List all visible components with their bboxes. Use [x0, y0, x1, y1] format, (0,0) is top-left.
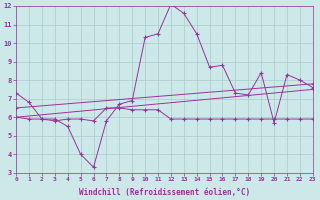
X-axis label: Windchill (Refroidissement éolien,°C): Windchill (Refroidissement éolien,°C) — [79, 188, 250, 197]
